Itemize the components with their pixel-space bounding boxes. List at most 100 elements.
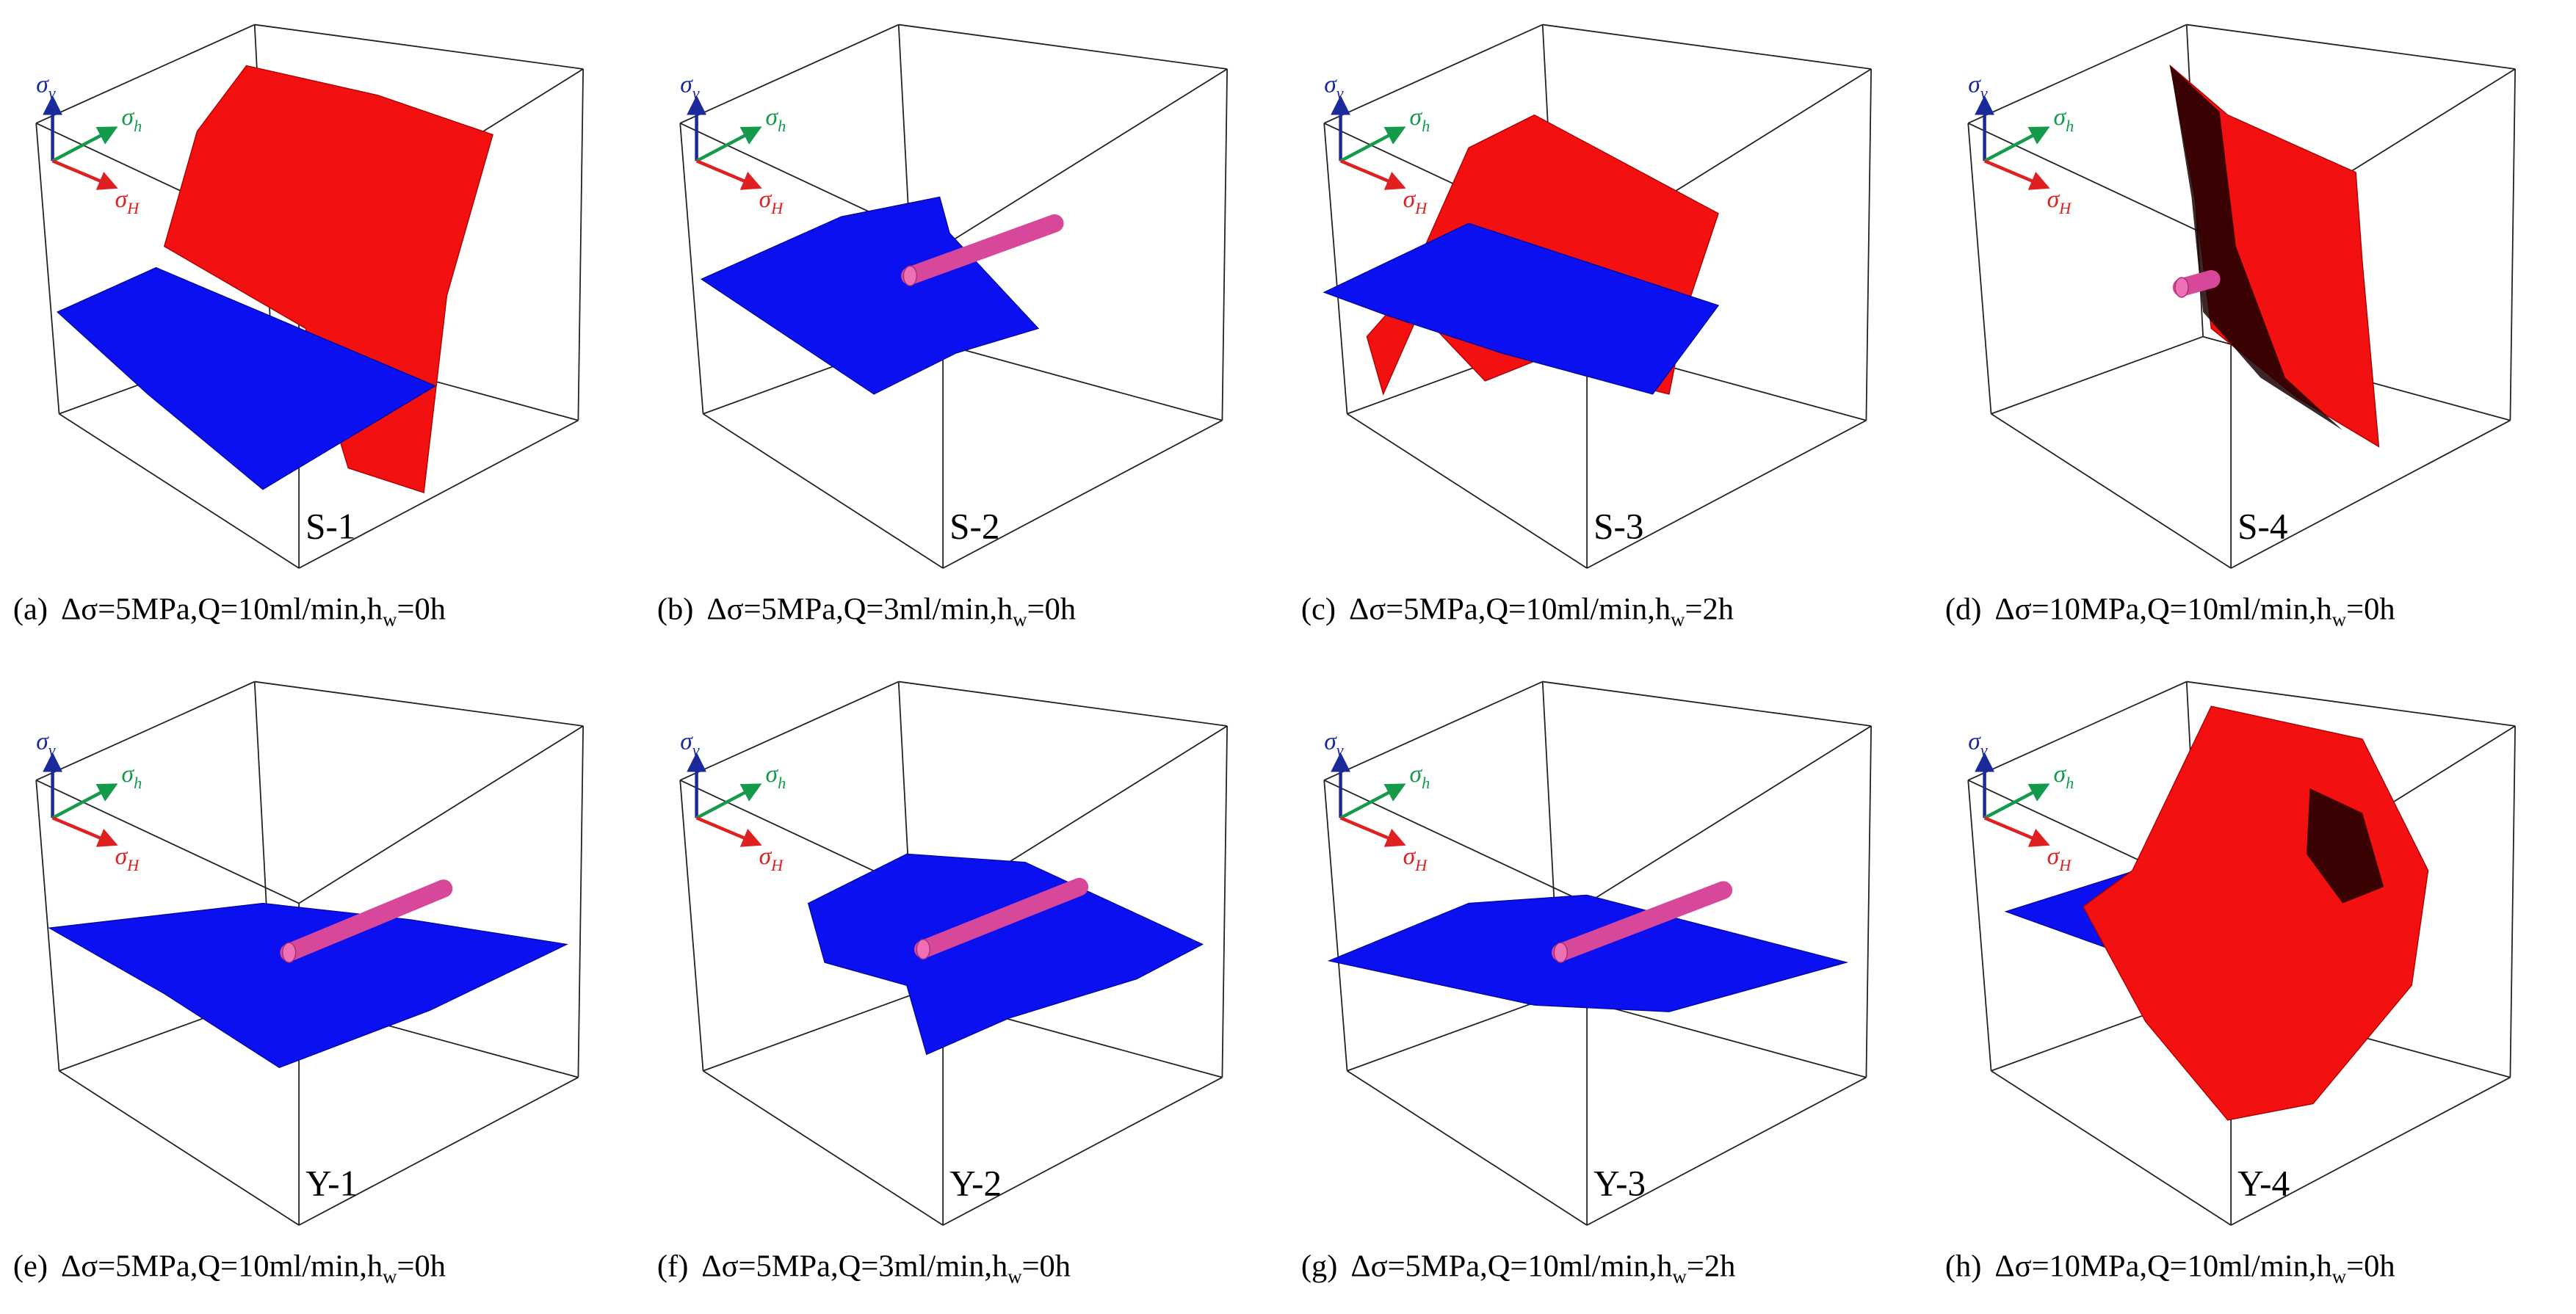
specimen-label: Y-2: [949, 1164, 1002, 1204]
cube-edge: [1991, 1070, 2232, 1226]
axis-label: σH: [115, 186, 141, 217]
caption-subscript: w: [2332, 1265, 2347, 1287]
fracture-shadow: [2307, 788, 2384, 904]
axis-subscript: h: [2066, 774, 2074, 792]
wellbore-end: [902, 265, 918, 286]
caption-subscript: w: [1013, 608, 1027, 630]
axis-subscript: v: [1980, 741, 1988, 759]
caption-text: Δσ=10MPa,Q=10ml/min,h: [1994, 592, 2331, 626]
axis-symbol: σ: [1324, 727, 1337, 755]
caption: (c) Δσ=5MPa,Q=10ml/min,hw=2h: [1301, 592, 1734, 630]
caption-subscript: w: [383, 1265, 397, 1287]
axis-symbol: σ: [115, 843, 129, 870]
cube-edge: [1586, 1076, 1867, 1226]
caption-end: =0h: [1027, 592, 1076, 626]
cube-edge: [577, 725, 585, 1078]
axis-label: σh: [2054, 104, 2074, 135]
axis-symbol: σ: [1968, 70, 1981, 98]
caption-text: Δσ=5MPa,Q=10ml/min,h: [61, 592, 383, 626]
axis-symbol: σ: [680, 70, 693, 98]
cube-edge: [298, 1076, 579, 1226]
axis-label: σh: [766, 104, 786, 135]
caption: (e) Δσ=5MPa,Q=10ml/min,hw=0h: [13, 1249, 446, 1287]
cube-edge: [1991, 413, 2232, 569]
caption: (h) Δσ=10MPa,Q=10ml/min,hw=0h: [1945, 1249, 2395, 1287]
cube-edge: [1967, 123, 1992, 414]
caption-letter: (a): [13, 592, 48, 626]
axis-subscript: h: [778, 774, 786, 792]
axis-symbol: σ: [1410, 104, 1423, 131]
cube-edge: [679, 123, 704, 414]
caption: (d) Δσ=10MPa,Q=10ml/min,hw=0h: [1945, 592, 2395, 630]
axis-h: [51, 783, 118, 820]
axis-symbol: σ: [1324, 70, 1337, 98]
cube-edge: [59, 413, 300, 569]
axis-symbol: σ: [759, 186, 773, 213]
caption-subscript: w: [383, 608, 397, 630]
cube-edge: [1221, 68, 1229, 421]
wellbore: [280, 879, 453, 962]
axis-h: [1983, 783, 2050, 820]
axis-symbol: σ: [36, 70, 49, 98]
cube-edge: [254, 680, 584, 727]
cube-edge: [1967, 23, 2188, 124]
cube-edge: [1586, 725, 1872, 904]
cube-edge: [942, 419, 1223, 569]
caption-end: =0h: [2346, 592, 2395, 626]
cube-edge: [1586, 419, 1867, 569]
axis-label: σv: [1324, 70, 1344, 102]
cube-edge: [1323, 680, 1544, 781]
cube-edge: [1323, 123, 1348, 414]
axis-symbol: σ: [766, 104, 779, 131]
cube-edge: [1323, 779, 1588, 904]
cube-edge: [2509, 68, 2517, 421]
cube-edge: [1967, 680, 2188, 781]
axis-subscript: H: [2058, 199, 2072, 217]
axis-label: σH: [759, 186, 785, 217]
axis-H: [1983, 159, 2050, 190]
axis-subscript: v: [692, 84, 700, 102]
axis-H: [1983, 816, 2050, 847]
caption-letter: (f): [657, 1249, 688, 1283]
fracture-shadow: [2170, 65, 2343, 431]
specimen-label: Y-4: [2237, 1164, 2290, 1204]
axis-label: σv: [36, 727, 56, 759]
axis-symbol: σ: [122, 104, 135, 131]
cube-edge: [1221, 725, 1229, 1078]
axis-H: [695, 816, 762, 847]
axis-symbol: σ: [1403, 186, 1417, 213]
axis-symbol: σ: [766, 761, 779, 788]
cube-edge: [1542, 23, 1872, 70]
axis-H: [1339, 816, 1406, 847]
axis-h: [1339, 126, 1406, 163]
wellbore-end: [1553, 942, 1568, 963]
axis-label: σH: [1403, 843, 1429, 874]
axis-h: [51, 126, 118, 163]
cube-edge: [1347, 413, 1588, 569]
cube-edge: [2186, 680, 2516, 727]
axis-symbol: σ: [759, 843, 773, 870]
axis-label: σH: [759, 843, 785, 874]
specimen-label: S-2: [949, 507, 999, 547]
wellbore: [1552, 881, 1733, 962]
axis-label: σv: [680, 727, 700, 759]
wellbore: [901, 214, 1064, 286]
axis-symbol: σ: [2054, 761, 2067, 788]
axis-symbol: σ: [2047, 186, 2061, 213]
axis-subscript: v: [1336, 741, 1344, 759]
cube-edge: [1967, 780, 1992, 1071]
cube-edge: [1347, 1070, 1588, 1226]
axis-label: σH: [1403, 186, 1429, 217]
axis-label: σv: [1968, 70, 1988, 102]
cube-edge: [914, 335, 1223, 421]
axis-subscript: H: [126, 199, 140, 217]
specimen-label: S-3: [1593, 507, 1643, 547]
cube-edge: [703, 1070, 944, 1226]
axis-label: σH: [2047, 843, 2073, 874]
axis-label: σh: [122, 104, 142, 135]
axis-symbol: σ: [1410, 761, 1423, 788]
